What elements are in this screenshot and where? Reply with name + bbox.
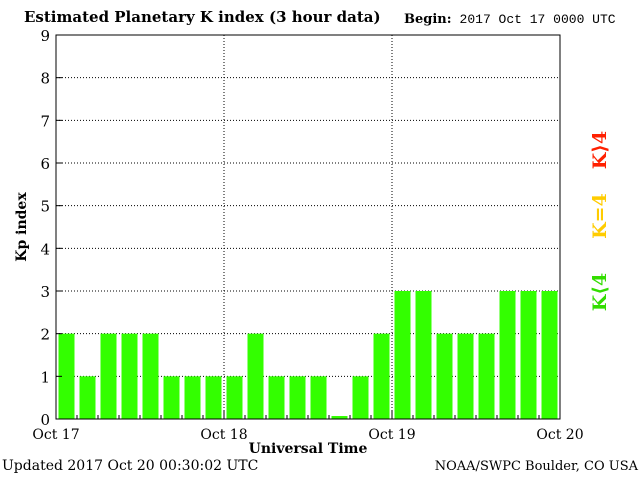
kp-bar <box>310 376 327 419</box>
kp-bar <box>163 376 180 419</box>
y-tick-label: 9 <box>40 27 50 45</box>
y-tick-label: 1 <box>40 368 50 386</box>
y-tick-label: 0 <box>40 411 50 429</box>
kp-bar <box>373 333 390 419</box>
kp-bar <box>79 376 96 419</box>
kp-bar <box>121 333 138 419</box>
kp-bar <box>289 376 306 419</box>
kp-bar <box>184 376 201 419</box>
kp-bar <box>58 333 75 419</box>
x-tick-label: Oct 17 <box>32 427 79 443</box>
kp-bar <box>415 291 432 419</box>
updated-timestamp: Updated 2017 Oct 20 00:30:02 UTC <box>2 458 259 474</box>
x-tick-label: Oct 19 <box>368 427 415 443</box>
kp-bar <box>142 333 159 419</box>
y-tick-label: 4 <box>40 240 50 258</box>
y-axis-ticks: 0 1 2 3 4 5 6 7 8 9 <box>40 27 62 429</box>
begin-label: Begin: <box>404 12 452 27</box>
kp-bar <box>331 416 348 419</box>
legend-k-equal-4: K=4 <box>589 193 611 239</box>
kp-bar <box>457 333 474 419</box>
begin-time: Begin: 2017 Oct 17 0000 UTC <box>404 12 616 27</box>
kp-bar <box>100 333 117 419</box>
source-credit: NOAA/SWPC Boulder, CO USA <box>434 459 638 474</box>
kp-bar <box>247 333 264 419</box>
kp-bar <box>226 376 243 419</box>
kp-bar <box>205 376 222 419</box>
y-tick-label: 2 <box>40 326 50 344</box>
begin-value: 2017 Oct 17 0000 UTC <box>459 12 616 27</box>
chart-title: Estimated Planetary K index (3 hour data… <box>24 8 381 26</box>
legend-k-greater-4: K⟩4 <box>589 130 611 170</box>
kp-bar <box>436 333 453 419</box>
y-tick-label: 6 <box>40 155 50 173</box>
kp-bars <box>58 291 558 419</box>
y-tick-label: 8 <box>40 70 50 88</box>
kp-bar <box>352 376 369 419</box>
kp-bar <box>268 376 285 419</box>
kp-bar <box>541 291 558 419</box>
legend-k-less-4: K⟨4 <box>589 272 611 312</box>
x-axis-label: Universal Time <box>249 441 368 457</box>
y-tick-label: 3 <box>40 283 50 301</box>
kp-bar <box>478 333 495 419</box>
x-tick-label: Oct 18 <box>200 427 247 443</box>
y-tick-label: 7 <box>40 112 50 130</box>
grid-lines <box>56 35 560 419</box>
kp-bar <box>520 291 537 419</box>
x-tick-label: Oct 20 <box>536 427 583 443</box>
y-tick-label: 5 <box>40 198 50 216</box>
y-axis-label: Kp index <box>14 192 30 262</box>
x-axis-ticks: Oct 17 Oct 18 Oct 19 Oct 20 <box>32 411 584 443</box>
kp-bar <box>499 291 516 419</box>
kp-bar <box>394 291 411 419</box>
